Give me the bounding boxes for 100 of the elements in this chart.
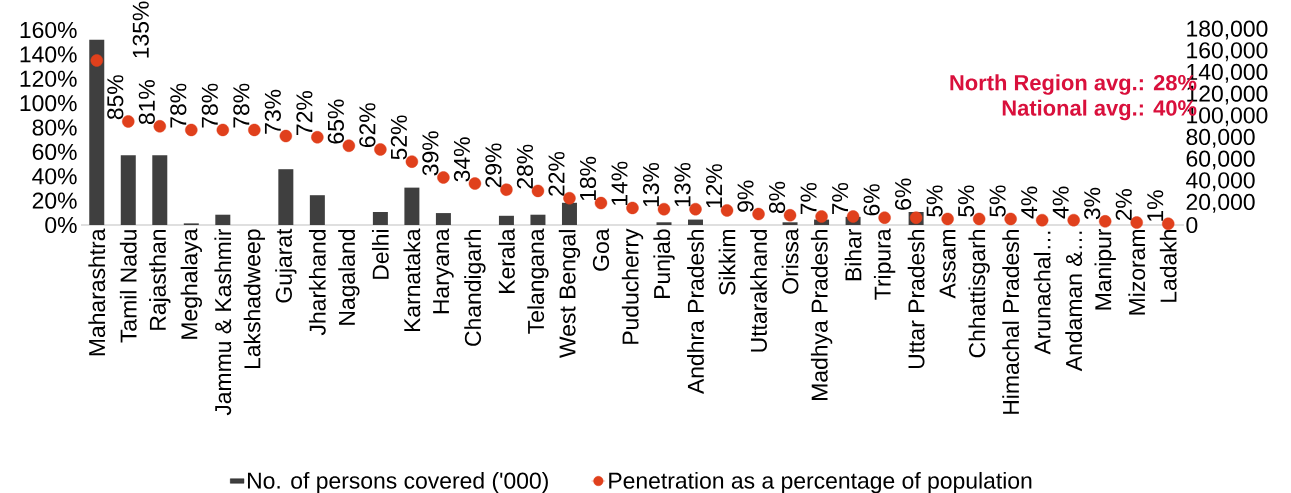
x-tick-label: Himachal Pradesh bbox=[1002, 230, 1020, 414]
x-tick-label: Ladakh bbox=[1159, 230, 1177, 302]
point bbox=[500, 183, 513, 196]
point bbox=[374, 143, 387, 156]
data-label: 9% bbox=[737, 180, 754, 212]
point bbox=[941, 212, 954, 226]
point bbox=[1099, 215, 1112, 228]
data-label: 13% bbox=[642, 162, 660, 207]
data-label: 52% bbox=[390, 115, 407, 160]
data-label: 135% bbox=[132, 1, 149, 58]
x-tick-label: Kerala bbox=[498, 228, 515, 293]
point bbox=[1162, 217, 1175, 230]
data-label: 78% bbox=[170, 83, 187, 128]
bar bbox=[435, 213, 451, 225]
bar bbox=[404, 187, 420, 225]
point bbox=[783, 209, 797, 222]
point bbox=[185, 123, 198, 137]
x-tick-label: Rajasthan bbox=[149, 230, 171, 330]
point bbox=[752, 207, 765, 221]
bar bbox=[782, 222, 798, 225]
y-tick-label: 20% bbox=[32, 192, 77, 209]
x-tick-label: Gujarat bbox=[275, 228, 297, 303]
y-tick-label: 120% bbox=[20, 70, 77, 87]
y2-tick-label: 20,000 bbox=[1186, 193, 1255, 213]
y2-tick-label: 40,000 bbox=[1186, 172, 1255, 192]
data-label: 65% bbox=[327, 99, 344, 144]
data-label: 5% bbox=[926, 185, 943, 217]
data-label: 3% bbox=[1084, 187, 1101, 220]
x-tick-label: Punjab bbox=[653, 229, 675, 298]
data-label: 39% bbox=[422, 131, 439, 176]
point bbox=[626, 201, 639, 215]
data-label: 78% bbox=[201, 83, 218, 128]
bar bbox=[498, 215, 514, 225]
data-label: 6% bbox=[895, 178, 912, 210]
bar bbox=[688, 219, 704, 225]
x-tick-label: Bihar bbox=[844, 228, 862, 281]
x-tick-label: Haryana bbox=[433, 228, 454, 314]
x-tick-label: Mizoram bbox=[1128, 230, 1146, 315]
y-tick-label: 140% bbox=[20, 46, 77, 63]
x-tick-label: Maharashtra bbox=[88, 228, 106, 356]
data-label: 81% bbox=[138, 80, 155, 125]
data-label: 2% bbox=[1115, 189, 1132, 221]
bar bbox=[656, 222, 672, 225]
point bbox=[1130, 216, 1143, 229]
y2-tick-label: 0 bbox=[1186, 216, 1198, 234]
data-label: 22% bbox=[548, 151, 565, 196]
data-label: 4% bbox=[1021, 186, 1038, 219]
x-tick-label: Puducherry bbox=[621, 228, 644, 344]
x-tick-label: Andaman &… bbox=[1065, 231, 1083, 372]
bar bbox=[120, 155, 136, 225]
x-tick-label: Jharkhand bbox=[308, 230, 326, 336]
x-tick-label: Delhi bbox=[371, 230, 389, 279]
point bbox=[248, 123, 261, 137]
data-label: 62% bbox=[359, 103, 376, 148]
x-tick-label: Tripura bbox=[873, 228, 896, 300]
x-tick-label: Uttar Pradesh bbox=[907, 230, 925, 369]
point bbox=[405, 155, 419, 168]
point bbox=[279, 129, 293, 143]
data-label: 6% bbox=[863, 184, 880, 216]
legend-label: No. of persons covered ('000) bbox=[247, 471, 548, 493]
y2-tick-label: 160,000 bbox=[1187, 42, 1268, 62]
x-tick-label: Telangana bbox=[527, 228, 549, 334]
bar bbox=[215, 214, 231, 225]
point bbox=[437, 171, 450, 184]
y2-tick-label: 80,000 bbox=[1186, 128, 1255, 148]
point bbox=[311, 131, 324, 144]
x-tick-label: Tamil Nadu bbox=[119, 230, 137, 343]
x-tick-label: Lakshadweep bbox=[243, 229, 265, 369]
y2-tick-label: 60,000 bbox=[1186, 150, 1255, 170]
x-tick-label: Chhattisgarh bbox=[968, 230, 990, 358]
point bbox=[1067, 213, 1080, 227]
data-label: 5% bbox=[958, 185, 975, 217]
x-tick-label: Assam bbox=[939, 230, 956, 299]
point bbox=[468, 177, 482, 190]
data-label: 1% bbox=[1147, 190, 1164, 221]
bar bbox=[278, 169, 294, 225]
point bbox=[815, 210, 828, 223]
point bbox=[563, 191, 576, 205]
y-tick-label: 80% bbox=[32, 119, 77, 136]
x-tick-label: Jammu & Kashmir bbox=[214, 228, 232, 416]
bar bbox=[561, 202, 577, 225]
y-tick-label: 40% bbox=[32, 168, 77, 185]
data-label: 18% bbox=[579, 156, 597, 201]
data-label: 28% bbox=[516, 144, 534, 189]
point bbox=[216, 123, 230, 137]
data-label: 73% bbox=[264, 89, 281, 134]
data-label: 4% bbox=[1052, 186, 1069, 219]
data-label: 14% bbox=[611, 161, 628, 205]
point bbox=[720, 204, 734, 217]
y-tick-label: 160% bbox=[20, 21, 77, 39]
bar bbox=[89, 39, 105, 225]
data-label: 13% bbox=[674, 162, 691, 207]
x-tick-label: Orissa bbox=[781, 228, 799, 294]
point bbox=[657, 202, 671, 216]
y2-tick-label: 180,000 bbox=[1187, 20, 1268, 40]
y-tick-label: 0% bbox=[45, 216, 77, 234]
point bbox=[1004, 212, 1017, 226]
x-tick-label: West Bengal bbox=[558, 230, 581, 358]
bar bbox=[372, 212, 388, 225]
legend-label: Penetration as a percentage of population bbox=[609, 471, 1032, 493]
